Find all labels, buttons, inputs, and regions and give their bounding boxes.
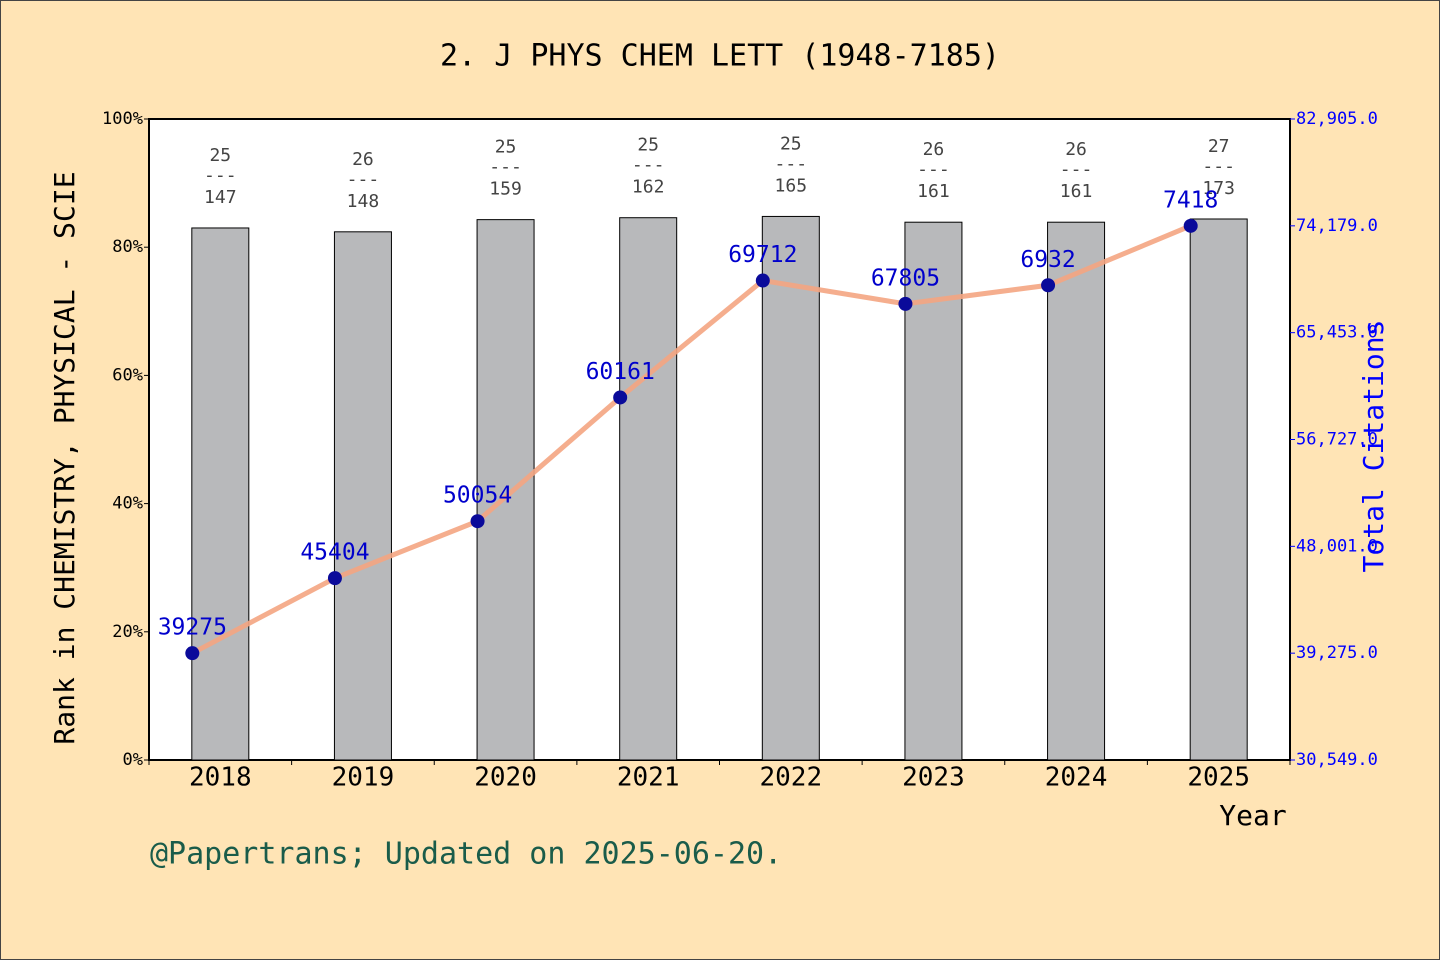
y2-axis-label: Total Citations	[1357, 320, 1390, 573]
x-tick-label: 2025	[1187, 763, 1250, 793]
rank-separator: ---	[1060, 159, 1093, 180]
chart-title: 2. J PHYS CHEM LETT (1948-7185)	[440, 39, 1000, 74]
y-tick-label: 80%	[112, 237, 143, 257]
rank-separator: ---	[204, 165, 237, 186]
total-label: 173	[1202, 178, 1235, 199]
y-tick-label: 40%	[112, 494, 143, 514]
bar	[619, 217, 678, 761]
y-tick-label: 100%	[102, 109, 143, 129]
value-label: 7418	[1163, 187, 1218, 213]
y2-tick-label: 30,549.0	[1296, 750, 1378, 770]
y-tick-label: 60%	[112, 365, 143, 385]
rank-separator: ---	[347, 169, 380, 190]
value-label: 67805	[871, 265, 940, 291]
value-label: 39275	[158, 615, 227, 641]
value-label: 50054	[443, 483, 512, 509]
rank-separator: ---	[632, 155, 665, 176]
total-label: 162	[632, 177, 665, 198]
y-tick-label: 20%	[112, 622, 143, 642]
rank-separator: ---	[917, 159, 950, 180]
rank-label: 25	[495, 137, 517, 158]
rank-label: 26	[1065, 139, 1087, 160]
total-label: 161	[1060, 181, 1093, 202]
y2-tick-label: 74,179.0	[1296, 216, 1378, 236]
line-marker	[185, 646, 200, 661]
line-marker	[898, 296, 913, 311]
x-tick-label: 2021	[617, 763, 680, 793]
rank-label: 26	[352, 149, 374, 170]
y2-tick-label: 48,001.0	[1296, 536, 1378, 556]
rank-separator: ---	[489, 157, 522, 178]
bar	[191, 227, 250, 761]
rank-label: 25	[637, 135, 659, 156]
value-label: 60161	[586, 359, 655, 385]
value-label: 69712	[728, 242, 797, 268]
line-marker	[1041, 278, 1056, 293]
rank-label: 25	[209, 145, 231, 166]
bar	[904, 221, 963, 761]
rank-separator: ---	[1202, 156, 1235, 177]
line-marker	[470, 514, 485, 529]
footer: @Papertrans; Updated on 2025-06-20.	[150, 837, 782, 872]
plot-area	[148, 118, 1291, 761]
x-tick-label: 2019	[332, 763, 395, 793]
rank-label: 26	[923, 139, 945, 160]
y2-tick-label: 65,453.0	[1296, 323, 1378, 343]
y-axis-label: Rank in CHEMISTRY, PHYSICAL - SCIE	[48, 171, 81, 744]
line-marker	[613, 390, 628, 405]
total-label: 161	[917, 181, 950, 202]
y2-tick-label: 82,905.0	[1296, 109, 1378, 129]
y-tick-label: 0%	[123, 750, 143, 770]
x-axis-label: Year	[1219, 799, 1286, 832]
x-tick-label: 2022	[760, 763, 823, 793]
x-tick-label: 2020	[474, 763, 537, 793]
rank-separator: ---	[775, 153, 808, 174]
y2-tick-label: 56,727.0	[1296, 430, 1378, 450]
rank-label: 27	[1208, 136, 1230, 157]
total-label: 165	[775, 175, 808, 196]
bar	[761, 215, 820, 761]
value-label: 6932	[1020, 247, 1075, 273]
bar	[1189, 218, 1248, 761]
line-marker	[1183, 218, 1198, 233]
line	[191, 223, 1192, 656]
bar	[333, 231, 392, 761]
bar	[1047, 221, 1106, 761]
total-label: 148	[347, 191, 380, 212]
total-label: 159	[489, 179, 522, 200]
value-label: 45404	[300, 540, 369, 566]
rank-label: 25	[780, 133, 802, 154]
line-marker	[327, 571, 342, 586]
x-tick-label: 2018	[189, 763, 252, 793]
y2-tick-label: 39,275.0	[1296, 643, 1378, 663]
bar	[476, 219, 535, 761]
x-tick-label: 2023	[902, 763, 965, 793]
total-label: 147	[204, 187, 237, 208]
x-tick-label: 2024	[1045, 763, 1108, 793]
line-marker	[755, 273, 770, 288]
